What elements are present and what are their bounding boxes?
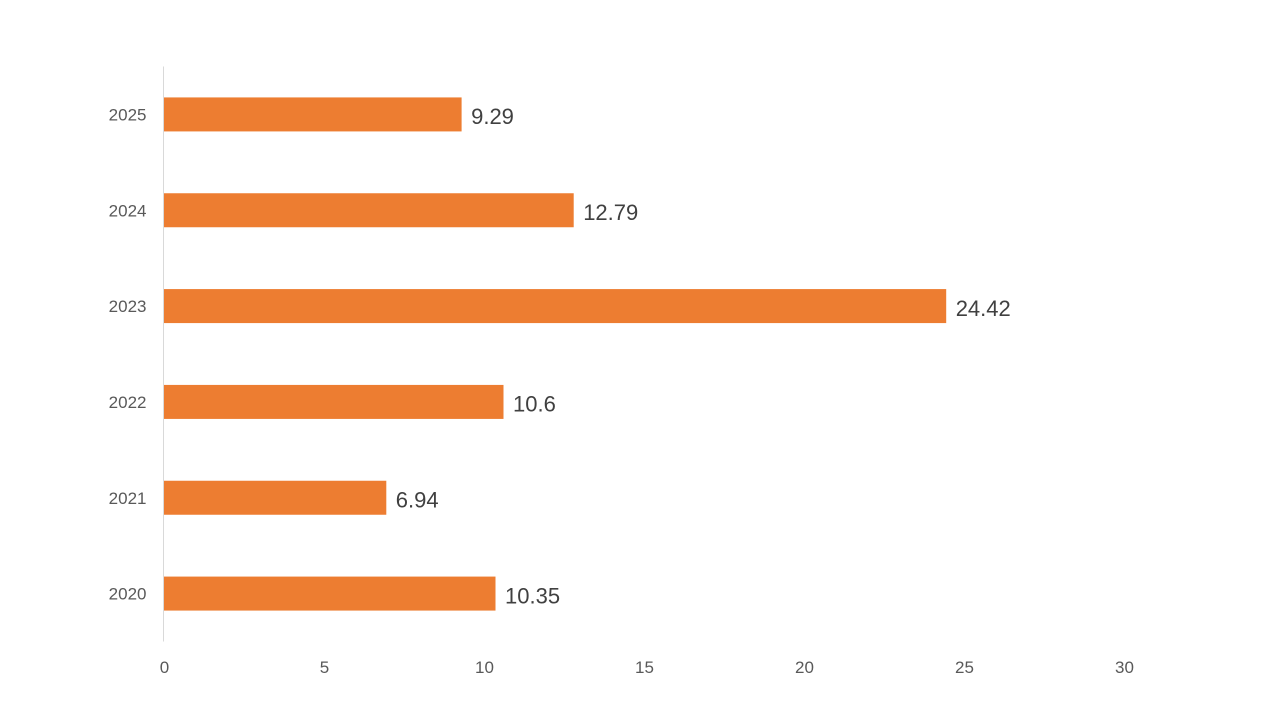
svg-text:10: 10 xyxy=(475,658,494,677)
svg-text:30: 30 xyxy=(1115,658,1134,677)
svg-text:2023: 2023 xyxy=(109,297,147,316)
svg-text:20: 20 xyxy=(795,658,814,677)
svg-text:10.35: 10.35 xyxy=(505,583,560,608)
svg-text:6.94: 6.94 xyxy=(396,487,439,512)
svg-text:2021: 2021 xyxy=(109,489,147,508)
svg-text:24.42: 24.42 xyxy=(956,296,1011,321)
svg-text:2025: 2025 xyxy=(109,106,147,125)
svg-text:12.79: 12.79 xyxy=(583,200,638,225)
svg-text:10.6: 10.6 xyxy=(513,392,556,417)
svg-text:0: 0 xyxy=(160,658,169,677)
svg-text:9.29: 9.29 xyxy=(471,104,514,129)
svg-text:2024: 2024 xyxy=(109,201,147,220)
svg-text:25: 25 xyxy=(955,658,974,677)
svg-text:2020: 2020 xyxy=(109,585,147,604)
svg-text:5: 5 xyxy=(320,658,329,677)
svg-text:15: 15 xyxy=(635,658,654,677)
svg-text:2022: 2022 xyxy=(109,393,147,412)
